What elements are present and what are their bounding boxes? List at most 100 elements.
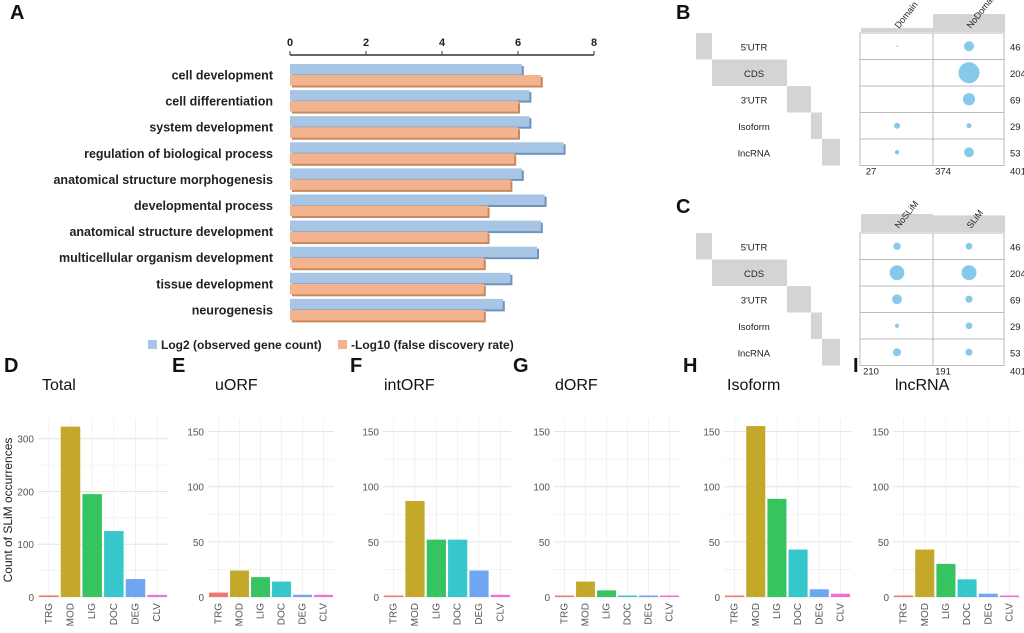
h-bar-deg: [809, 589, 829, 597]
c-grand-total: 401: [1010, 367, 1024, 378]
i-y-tick-label: 100: [872, 483, 889, 494]
g-bar-trg: [555, 595, 574, 597]
a-bar-fdr: [290, 75, 541, 86]
a-bar-log2: [290, 246, 537, 258]
a-legend-swatch: [338, 340, 347, 349]
i-x-tick-label: LIG: [941, 603, 952, 619]
d-x-tick-label: DOC: [109, 603, 120, 625]
a-bar-fdr: [290, 283, 484, 295]
c-row-total: 53: [1010, 348, 1021, 359]
i-y-tick-label: 0: [883, 593, 889, 604]
h-y-tick-label: 50: [709, 538, 721, 549]
panel-label-c: C: [676, 196, 691, 218]
f-x-tick-label: CLV: [495, 603, 506, 622]
f-bar-doc: [448, 539, 468, 597]
c-column-total: 210: [863, 367, 879, 378]
b-column-set-bar: [933, 14, 1005, 32]
b-row-set-bar: [787, 86, 811, 113]
d-title: Total: [42, 377, 76, 394]
a-bar-log2: [290, 194, 545, 205]
c-bubble: [965, 295, 973, 303]
d-x-tick-label: DEG: [131, 603, 142, 625]
a-bar-fdr: [290, 179, 511, 190]
c-row-total: 29: [1010, 322, 1021, 333]
e-y-tick-label: 50: [193, 538, 205, 549]
f-x-tick-label: LIG: [431, 603, 442, 619]
g-bar-clv: [660, 595, 679, 597]
a-category-label: tissue development: [156, 277, 274, 291]
b-column-total: 374: [935, 167, 951, 178]
e-x-tick-label: DOC: [277, 603, 288, 625]
a-bar-log2: [290, 64, 522, 75]
panel-label-b: B: [676, 2, 691, 24]
a-x-tick-label: 2: [363, 37, 369, 49]
a-legend-label: Log2 (observed gene count): [161, 338, 322, 352]
i-bar-deg: [978, 593, 998, 597]
panel-label-e: E: [172, 355, 186, 377]
a-category-label: neurogenesis: [192, 303, 273, 317]
a-bar-fdr: [290, 231, 488, 243]
b-row-set-bar: [712, 59, 787, 86]
b-row-set-bar: [696, 33, 712, 60]
h-x-tick-label: DOC: [793, 603, 804, 625]
b-row-label: Isoform: [738, 122, 770, 133]
a-category-label: anatomical structure morphogenesis: [53, 173, 273, 187]
e-title: uORF: [215, 377, 258, 394]
panel-label-g: G: [513, 355, 529, 377]
d-bar-lig: [82, 494, 102, 597]
b-grid-box: [859, 32, 1005, 166]
a-bar-log2: [290, 272, 511, 284]
i-y-tick-label: 50: [878, 538, 890, 549]
f-x-tick-label: MOD: [410, 603, 421, 626]
f-bar-mod: [405, 501, 425, 597]
d-x-tick-label: CLV: [152, 603, 163, 622]
a-bar-fdr: [290, 309, 484, 321]
c-row-label: 3'UTR: [741, 295, 768, 306]
a-category-label: cell development: [172, 69, 274, 83]
h-title: Isoform: [727, 377, 780, 394]
c-row-label: Isoform: [738, 322, 770, 333]
a-x-tick-label: 6: [515, 37, 521, 49]
e-bar-doc: [272, 581, 291, 597]
d-y-tick-label: 200: [17, 487, 34, 498]
f-x-tick-label: DEG: [474, 603, 485, 625]
b-bubble: [893, 122, 901, 129]
b-row-set-bar: [811, 112, 822, 139]
b-column-total: 27: [866, 167, 877, 178]
i-x-tick-label: MOD: [920, 603, 931, 626]
panel-label-h: H: [683, 355, 698, 377]
c-row-label: CDS: [744, 269, 764, 280]
g-x-tick-label: DOC: [623, 603, 634, 625]
i-title: lncRNA: [895, 377, 950, 394]
b-row-total: 69: [1010, 95, 1021, 106]
h-y-tick-label: 0: [714, 593, 720, 604]
a-legend-label: -Log10 (false discovery rate): [351, 338, 514, 352]
a-x-tick-label: 8: [591, 37, 597, 49]
b-bubble: [964, 147, 974, 158]
h-y-tick-label: 100: [703, 483, 720, 494]
d-bar-clv: [147, 594, 167, 597]
e-bar-lig: [251, 577, 270, 597]
h-bar-doc: [788, 549, 808, 597]
c-bubble: [965, 322, 973, 330]
c-row-set-bar: [696, 233, 712, 260]
d-bar-doc: [104, 531, 124, 597]
h-bar-lig: [767, 498, 787, 597]
g-bar-lig: [597, 590, 616, 597]
c-column-total: 191: [935, 367, 951, 378]
f-x-tick-label: DOC: [453, 603, 464, 625]
b-bubble: [964, 41, 974, 52]
a-x-tick-label: 4: [439, 37, 446, 49]
g-bar-mod: [576, 581, 595, 597]
d-y-tick-label: 0: [28, 593, 34, 604]
b-row-total: 204: [1010, 69, 1024, 80]
b-row-label: lncRNA: [738, 148, 771, 159]
c-row-set-bar: [787, 286, 811, 313]
g-x-tick-label: LIG: [602, 603, 613, 619]
e-x-tick-label: LIG: [256, 603, 267, 619]
c-row-set-bar: [811, 312, 822, 339]
h-x-tick-label: TRG: [730, 603, 741, 624]
f-bar-clv: [490, 594, 510, 597]
d-bar-trg: [39, 595, 59, 597]
d-y-tick-label: 300: [17, 435, 34, 446]
